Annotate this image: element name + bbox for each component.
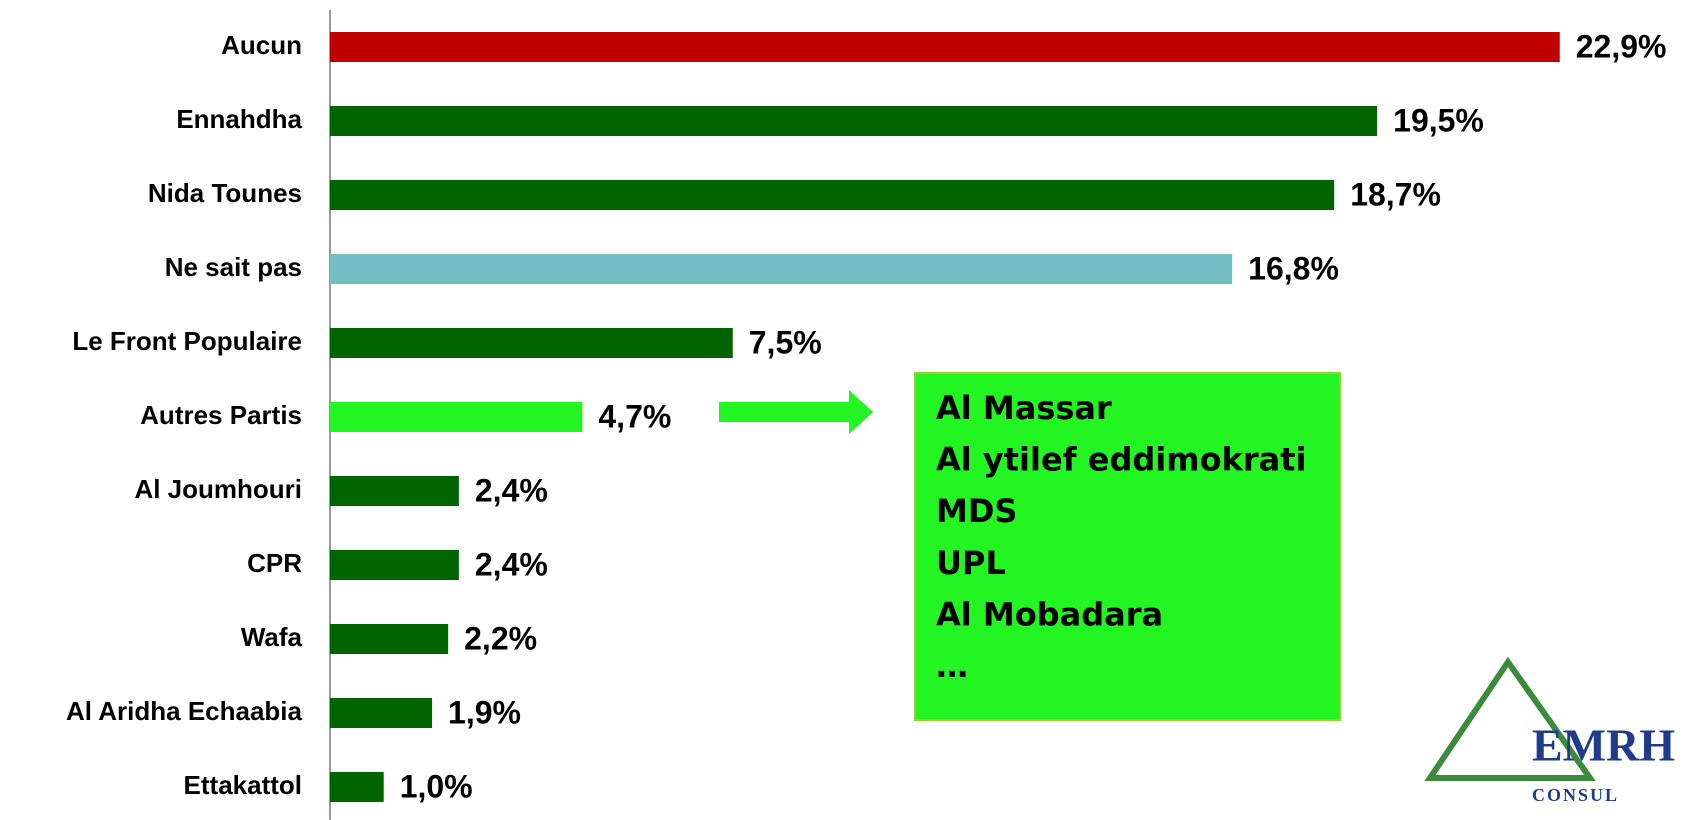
- category-label: Ne sait pas: [165, 252, 302, 282]
- bar: [330, 32, 1560, 62]
- value-label: 19,5%: [1393, 102, 1484, 138]
- bar: [330, 106, 1378, 136]
- bar: [330, 254, 1233, 284]
- value-label: 2,4%: [475, 472, 548, 508]
- value-label: 1,9%: [448, 694, 521, 730]
- value-label: 7,5%: [749, 324, 822, 360]
- annotation-line: MDS: [936, 492, 1017, 530]
- annotation-line: UPL: [936, 544, 1006, 582]
- value-label: 1,0%: [400, 768, 473, 804]
- logo-subtitle: CONSUL: [1532, 785, 1619, 805]
- annotation-line: Al Massar: [936, 389, 1112, 427]
- category-label: Al Aridha Echaabia: [66, 696, 303, 726]
- bar: [330, 624, 449, 654]
- annotation-line: Al ytilef eddimokrati: [936, 441, 1306, 479]
- value-label: 4,7%: [598, 398, 671, 434]
- category-label: Ettakattol: [184, 770, 302, 800]
- bar: [330, 698, 433, 728]
- category-label: Ennahdha: [176, 104, 302, 134]
- logo-triangle: [1424, 656, 1596, 781]
- annotation-line: Al Mobadara: [936, 595, 1163, 633]
- category-label: Nida Tounes: [148, 178, 302, 208]
- category-label: Wafa: [241, 622, 303, 652]
- category-label: Aucun: [221, 30, 302, 60]
- bar: [330, 402, 583, 432]
- bar: [330, 328, 733, 358]
- value-label: 22,9%: [1576, 28, 1667, 64]
- value-label: 2,2%: [464, 620, 537, 656]
- value-label: 2,4%: [475, 546, 548, 582]
- category-label: Autres Partis: [140, 400, 302, 430]
- annotation-line: …: [936, 647, 968, 685]
- bar: [330, 476, 459, 506]
- bar: [330, 772, 384, 802]
- value-label: 18,7%: [1350, 176, 1441, 212]
- arrow: [719, 390, 873, 434]
- bar: [330, 550, 459, 580]
- bar: [330, 180, 1335, 210]
- category-label: Al Joumhouri: [134, 474, 302, 504]
- logo: EMRH CONSUL: [1424, 656, 1675, 805]
- category-label: Le Front Populaire: [72, 326, 302, 356]
- annotation-box: [914, 372, 1341, 721]
- value-label: 16,8%: [1248, 250, 1339, 286]
- logo-title: EMRH: [1532, 720, 1675, 771]
- category-label: CPR: [247, 548, 302, 578]
